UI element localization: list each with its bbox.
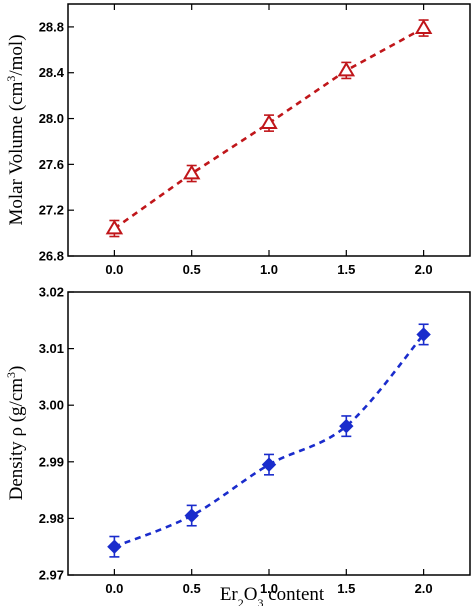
- bot-ytick-label: 3.00: [39, 398, 64, 413]
- bot-data-point: [261, 457, 277, 472]
- bottom-plot-frame: [67, 291, 471, 576]
- top-ytick-label: 28.0: [39, 111, 64, 126]
- bot-data-point: [184, 508, 199, 523]
- bot-xtick-label: 1.5: [337, 581, 355, 596]
- bot-ytick-label: 2.97: [39, 568, 64, 583]
- bot-data-point: [107, 539, 122, 554]
- bot-ytick-label: 2.99: [39, 454, 64, 469]
- bottom-y-axis-title: Density ρ (g/cm3): [4, 366, 27, 501]
- bottom-ylabel-tail: ): [6, 366, 27, 372]
- bot-ytick-label: 3.02: [39, 285, 64, 300]
- top-ytick-label: 28.8: [39, 19, 64, 34]
- top-xtick-label: 1.0: [260, 262, 278, 277]
- xlabel-sub2: 3: [257, 596, 263, 606]
- bot-ytick-label: 2.98: [39, 511, 64, 526]
- top-ytick-label: 27.6: [39, 157, 64, 172]
- bot-data-point: [339, 418, 354, 434]
- top-data-point: [414, 19, 433, 34]
- density-chart: 2.97 2.98 2.99 3.00 3.01 3.02 0.0 0.5 1.0 1.5 2.0…: [4, 285, 471, 606]
- top-data-point: [337, 61, 356, 77]
- top-ytick-label: 27.2: [39, 203, 64, 218]
- top-ytick-label: 26.8: [39, 249, 64, 264]
- bottom-ylabel-base: Density ρ (g/cm: [6, 378, 27, 501]
- top-y-axis-title: Molar Volume (cm3/mol): [4, 34, 27, 225]
- bot-xtick-label: 2.0: [415, 581, 433, 596]
- top-x-axis: 0.0 0.5 1.0 1.5 2.0: [105, 4, 433, 277]
- top-xtick-label: 1.5: [337, 262, 355, 277]
- bot-ytick-label: 3.01: [39, 341, 64, 356]
- top-xtick-label: 0.5: [183, 262, 201, 277]
- bottom-ylabel-sup: 3: [4, 372, 18, 378]
- molar-volume-chart: 26.8 27.2 27.6 28.0 28.4 28.8 0.0 0.5 1.0 1.5 2.0…: [4, 3, 471, 277]
- xlabel-sub1: 2: [238, 596, 244, 606]
- top-y-axis: 26.8 27.2 27.6 28.0 28.4 28.8: [39, 19, 74, 264]
- xlabel-o: O: [244, 584, 258, 605]
- top-ylabel-tail: /mol): [6, 34, 27, 75]
- bottom-x-axis-title: Er2O3 content: [220, 584, 325, 606]
- bottom-series-group: [107, 323, 431, 558]
- bot-xtick-label: 0.5: [183, 581, 201, 596]
- bottom-y-axis: 2.97 2.98 2.99 3.00 3.01 3.02: [39, 285, 74, 583]
- top-data-point: [182, 164, 201, 180]
- bot-series-line: [113, 333, 425, 548]
- bot-data-point: [416, 327, 431, 342]
- bot-xtick-label: 0.0: [105, 581, 123, 596]
- xlabel-er: Er: [220, 584, 239, 605]
- top-ylabel-sup: 3: [4, 76, 18, 82]
- top-data-point: [260, 114, 278, 130]
- top-data-point: [105, 219, 124, 235]
- top-series-group: [105, 19, 433, 238]
- top-ytick-label: 28.4: [39, 65, 65, 80]
- bot-xtick-label: 1.0: [260, 581, 278, 596]
- xlabel-content: content: [263, 584, 324, 605]
- bottom-x-axis: 0.0 0.5 1.0 1.5 2.0: [105, 569, 433, 596]
- top-xtick-label: 2.0: [415, 262, 433, 277]
- top-xtick-label: 0.0: [105, 262, 123, 277]
- top-ylabel-base: Molar Volume (cm: [6, 81, 27, 225]
